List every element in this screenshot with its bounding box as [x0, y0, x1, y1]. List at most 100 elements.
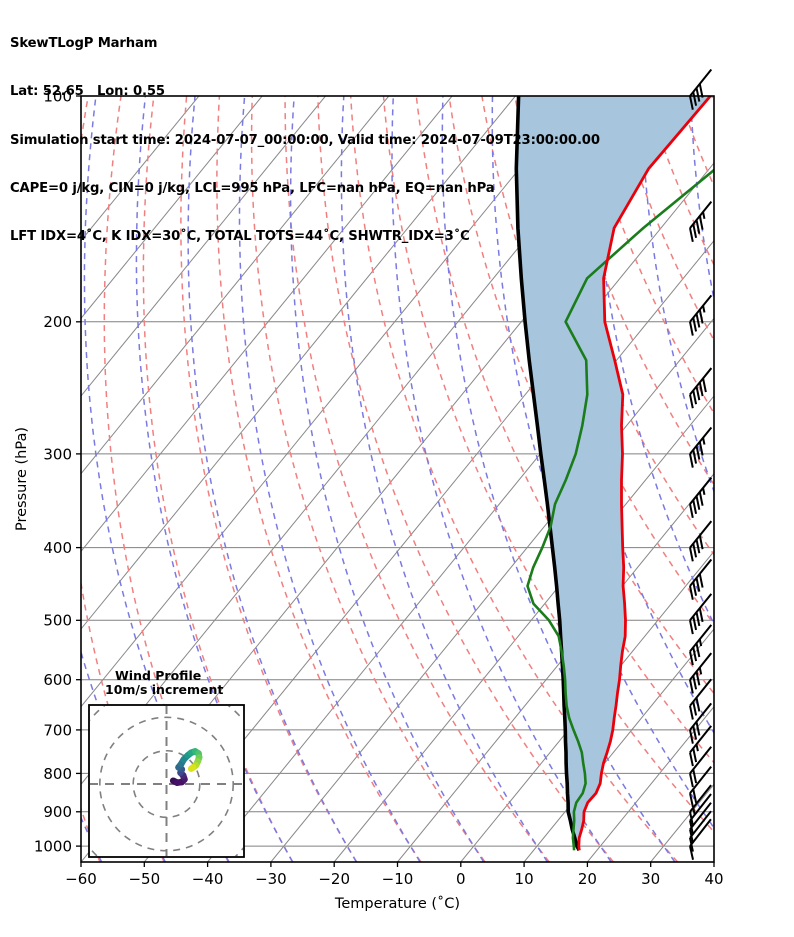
- barb-full: [689, 792, 694, 808]
- barb-full: [689, 95, 694, 110]
- barb-full: [689, 453, 694, 468]
- barb-full: [689, 829, 694, 844]
- dry-adiabat-line: [777, 96, 794, 862]
- barb-full: [692, 616, 698, 631]
- wind-barb: [689, 520, 713, 562]
- inset-frame: [88, 704, 245, 858]
- mixing-ratio-line: [187, 96, 358, 862]
- wind-barb: [689, 678, 713, 720]
- mixing-ratio-line: [238, 96, 421, 862]
- barb-full: [702, 378, 707, 393]
- barb-half: [702, 437, 706, 445]
- dry-adiabat-line: [415, 96, 714, 764]
- y-tick-label: 400: [43, 539, 72, 557]
- barb-full: [692, 647, 698, 662]
- wind-barb: [689, 294, 713, 336]
- wind-barb: [689, 765, 712, 808]
- barb-staff: [689, 624, 713, 653]
- barb-full: [695, 87, 701, 102]
- barb-full: [695, 643, 701, 658]
- x-tick-label: 20: [578, 870, 597, 888]
- header-times: Simulation start time: 2024-07-07_00:00:…: [10, 132, 600, 148]
- isotherm-line: [81, 96, 200, 242]
- isotherm-line: [81, 96, 390, 475]
- barb-full: [692, 223, 698, 238]
- mixing-ratio-line: [83, 96, 230, 862]
- barb-full: [689, 845, 694, 860]
- mixing-ratio-line: [289, 96, 485, 862]
- y-tick-label: 300: [43, 445, 72, 463]
- barb-staff: [689, 793, 712, 822]
- barb-full: [689, 585, 694, 600]
- wind-barb: [689, 201, 713, 243]
- barb-half: [692, 807, 696, 815]
- x-tick-label: −50: [128, 870, 160, 888]
- dry-adiabat-line: [513, 96, 714, 557]
- barb-full: [698, 535, 704, 550]
- isotherm-line: [81, 96, 263, 320]
- barb-full: [698, 491, 704, 506]
- isotherm-line: [143, 162, 714, 862]
- mixing-ratio-line: [740, 96, 794, 862]
- wind-barb: [689, 652, 713, 694]
- dry-adiabat-line: [612, 96, 714, 342]
- mixing-ratio-line: [135, 96, 294, 862]
- wind-barb: [689, 624, 713, 666]
- barb-staff: [689, 558, 713, 587]
- barb-full: [695, 721, 701, 736]
- barb-full: [689, 705, 694, 720]
- barb-staff: [689, 520, 713, 549]
- barb-staff: [689, 746, 712, 775]
- isotherm-line: [713, 861, 714, 862]
- barb-staff: [689, 678, 713, 707]
- barb-staff: [689, 426, 713, 455]
- dry-adiabat-line: [349, 96, 679, 862]
- barb-full: [695, 386, 701, 401]
- barb-full: [692, 317, 698, 332]
- barb-full: [695, 219, 701, 234]
- dry-adiabat-line: [216, 96, 422, 862]
- barb-full: [689, 547, 694, 562]
- barb-full: [692, 390, 698, 405]
- barb-full: [689, 837, 694, 852]
- barb-full: [689, 773, 694, 788]
- header-indices-1: CAPE=0 j/kg, CIN=0 j/kg, LCL=995 hPa, LF…: [10, 181, 495, 197]
- temperature-profile-line: [577, 96, 712, 851]
- x-tick-label: −10: [382, 870, 414, 888]
- dry-adiabat-line: [710, 96, 714, 105]
- barb-full: [692, 543, 698, 558]
- barb-full: [689, 651, 694, 666]
- barb-half: [702, 487, 706, 495]
- barb-staff: [689, 477, 713, 505]
- barb-half: [698, 667, 703, 675]
- isotherm-line: [333, 395, 714, 862]
- x-tick-label: −40: [192, 870, 224, 888]
- barb-full: [695, 313, 701, 328]
- y-tick-label: 600: [43, 671, 72, 689]
- dry-adiabat-line: [103, 96, 229, 862]
- dry-adiabat-line: [645, 96, 714, 267]
- barb-half: [698, 639, 703, 647]
- y-tick-label: 1000: [34, 838, 72, 856]
- wind-barb: [689, 702, 713, 744]
- barb-full: [689, 729, 694, 744]
- barb-full: [698, 607, 704, 623]
- barb-full: [692, 499, 698, 514]
- barb-full: [689, 321, 694, 336]
- barb-full: [692, 91, 698, 106]
- isotherm-line: [81, 96, 516, 630]
- barb-full: [692, 701, 698, 716]
- barb-full: [692, 748, 698, 763]
- x-tick-label: −20: [318, 870, 350, 888]
- x-tick-label: 0: [456, 870, 466, 888]
- wind-barb-column: [689, 68, 713, 860]
- wind-barb: [689, 426, 713, 468]
- mixing-ratio-line: [340, 96, 549, 862]
- barb-half: [702, 305, 706, 313]
- y-tick-label: 900: [43, 803, 72, 821]
- dry-adiabat-line: [180, 96, 358, 862]
- mixing-ratio-line: [391, 96, 612, 862]
- mixing-ratio-line: [441, 96, 676, 862]
